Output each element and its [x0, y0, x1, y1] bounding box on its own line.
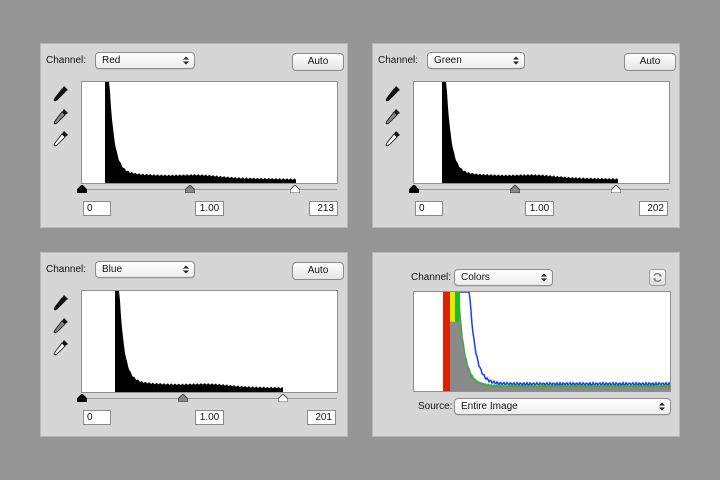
gamma-handle[interactable] [178, 394, 188, 402]
channel-select-value: Colors [461, 272, 490, 283]
histogram [413, 81, 670, 184]
red-channel-spike [443, 292, 451, 391]
auto-button[interactable]: Auto [292, 262, 344, 280]
channel-select[interactable]: Green [427, 52, 525, 69]
histogram-curve [82, 82, 296, 183]
auto-button[interactable]: Auto [624, 53, 676, 71]
black-point-handle[interactable] [77, 394, 87, 402]
gamma-handle[interactable] [185, 185, 195, 193]
channel-label: Channel: [411, 272, 452, 283]
eyedropper-black-icon[interactable] [53, 85, 69, 103]
gray-composite-fill [450, 306, 670, 391]
black-point-handle[interactable] [409, 185, 419, 193]
histogram-curve [82, 291, 283, 392]
eyedropper-black-icon[interactable] [53, 294, 69, 312]
black-input-field[interactable]: 0 [83, 410, 111, 425]
channel-select[interactable]: Blue [95, 261, 195, 278]
levels-panel-green: Channel: Green Auto 0 1.00 202 [372, 43, 680, 228]
eyedropper-gray-icon[interactable] [53, 108, 69, 126]
refresh-button[interactable] [649, 269, 666, 286]
select-arrows-icon [513, 56, 519, 65]
channel-label: Channel: [46, 264, 87, 275]
eyedropper-black-icon[interactable] [385, 85, 401, 103]
gamma-input-field[interactable]: 1.00 [195, 410, 224, 425]
levels-panel-red: Channel: Red Auto 0 1.00 213 [40, 43, 348, 228]
channel-label: Channel: [46, 55, 87, 66]
histogram-graph [82, 291, 283, 392]
input-slider-track [414, 189, 669, 190]
source-label: Source: [418, 401, 453, 412]
channel-select-value: Blue [102, 264, 123, 275]
green-channel-curve [455, 292, 670, 389]
gamma-input-field[interactable]: 1.00 [195, 201, 224, 216]
select-arrows-icon [183, 265, 189, 274]
eyedropper-white-icon[interactable] [53, 130, 69, 148]
input-slider-track [82, 189, 337, 190]
black-input-field[interactable]: 0 [83, 201, 111, 216]
white-input-field[interactable]: 202 [639, 201, 668, 216]
eyedropper-gray-icon[interactable] [53, 317, 69, 335]
source-select[interactable]: Entire Image [454, 398, 671, 415]
channel-label: Channel: [378, 55, 419, 66]
blue-channel-curve [460, 292, 670, 387]
gamma-handle[interactable] [510, 185, 520, 193]
eyedropper-white-icon[interactable] [53, 339, 69, 357]
source-select-value: Entire Image [461, 401, 518, 412]
channel-select-value: Green [434, 55, 462, 66]
channel-select[interactable]: Red [95, 52, 195, 69]
input-slider-track [82, 398, 337, 399]
white-point-handle[interactable] [278, 394, 288, 402]
auto-button[interactable]: Auto [292, 53, 344, 71]
eyedropper-white-icon[interactable] [385, 130, 401, 148]
white-input-field[interactable]: 201 [307, 410, 336, 425]
histogram-curve [414, 82, 618, 183]
black-input-field[interactable]: 0 [415, 201, 443, 216]
black-point-handle[interactable] [77, 185, 87, 193]
channel-select[interactable]: Colors [454, 269, 553, 286]
eyedropper-gray-icon[interactable] [385, 108, 401, 126]
white-input-field[interactable]: 213 [309, 201, 338, 216]
white-point-handle[interactable] [290, 185, 300, 193]
colors-histogram [413, 291, 671, 392]
histogram-graph [414, 82, 618, 183]
select-arrows-icon [183, 56, 189, 65]
gamma-input-field[interactable]: 1.00 [525, 201, 554, 216]
histogram [81, 290, 338, 393]
refresh-icon [653, 272, 662, 283]
histogram [81, 81, 338, 184]
select-arrows-icon [541, 273, 547, 282]
histogram-graph [82, 82, 296, 183]
white-point-handle[interactable] [611, 185, 621, 193]
colors-histogram-graph [443, 292, 670, 391]
select-arrows-icon [659, 402, 665, 411]
levels-panel-blue: Channel: Blue Auto 0 1.00 201 [40, 252, 348, 437]
channel-select-value: Red [102, 55, 121, 66]
histogram-colors-panel: Channel: Colors Source: Entire Image [372, 252, 680, 437]
